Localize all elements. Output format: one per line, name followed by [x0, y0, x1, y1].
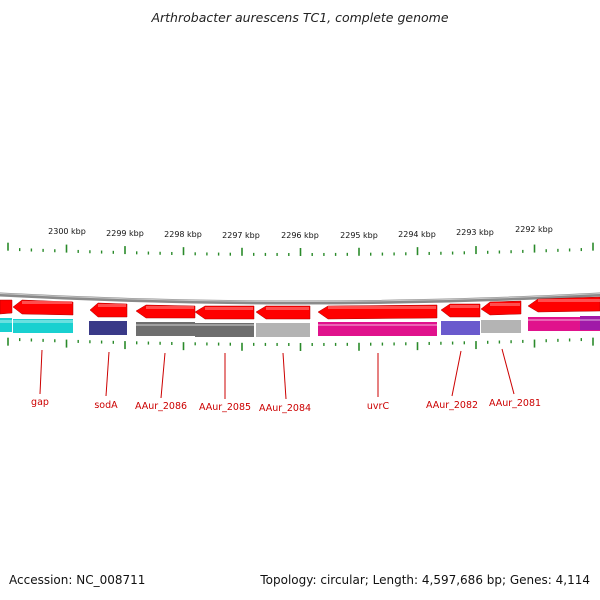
- gene-label-aaur-2084: AAur_2084: [259, 403, 311, 414]
- scale-label: 2299 kbp: [106, 229, 144, 238]
- gene-label-aaur-2086: AAur_2086: [135, 401, 187, 412]
- cog-bar-aaur-2082: [441, 321, 480, 335]
- gene-label-gap: gap: [31, 397, 49, 408]
- gene-label-uvrc: uvrC: [367, 401, 390, 412]
- scale-label: 2294 kbp: [398, 230, 436, 239]
- scale-label: 2293 kbp: [456, 228, 494, 237]
- topology-text: Topology: circular; Length: 4,597,686 bp…: [260, 573, 590, 587]
- cog-bar-aaur-2084: [256, 323, 310, 337]
- cog-bar-uvrc: [318, 322, 437, 336]
- cog-track: [0, 316, 600, 337]
- gene-label-soda: sodA: [94, 400, 118, 411]
- map-title: Arthrobacter aurescens TC1, complete gen…: [150, 10, 448, 25]
- accession-text: Accession: NC_008711: [9, 573, 146, 587]
- scale-label: 2295 kbp: [340, 231, 378, 240]
- scale-label: 2296 kbp: [281, 231, 319, 240]
- cog-bar-aaur-2086: [136, 322, 195, 336]
- genome-backbone: [0, 292, 600, 305]
- scale-labels: 2300 kbp 2299 kbp 2298 kbp 2297 kbp 2296…: [48, 225, 553, 240]
- cog-bar-gap: [13, 319, 73, 333]
- scale-ticks-bottom: [7, 337, 594, 351]
- cog-bar-soda: [89, 321, 127, 335]
- scale-label: 2292 kbp: [515, 225, 553, 234]
- gene-label-aaur-2081: AAur_2081: [489, 398, 541, 409]
- scale-label: 2300 kbp: [48, 227, 86, 236]
- label-leaders: [39, 348, 515, 400]
- gene-label-aaur-2082: AAur_2082: [426, 400, 478, 411]
- cds-sheen: [22, 299, 600, 310]
- scale-label: 2298 kbp: [164, 230, 202, 239]
- cds-arrow: [0, 299, 13, 315]
- cog-bar-aaur-2085: [195, 323, 254, 337]
- genome-backbone-highlight: [0, 293, 600, 302]
- cog-bar: [580, 316, 600, 330]
- scale-label: 2297 kbp: [222, 231, 260, 240]
- gene-label-aaur-2085: AAur_2085: [199, 402, 251, 413]
- cog-bar-aaur-2081: [481, 320, 521, 333]
- cog-bar: [0, 318, 12, 332]
- scale-ticks-top: [7, 242, 594, 256]
- cog-sheen: [0, 319, 600, 326]
- gene-labels: gap sodA AAur_2086 AAur_2085 AAur_2084 u…: [31, 397, 541, 414]
